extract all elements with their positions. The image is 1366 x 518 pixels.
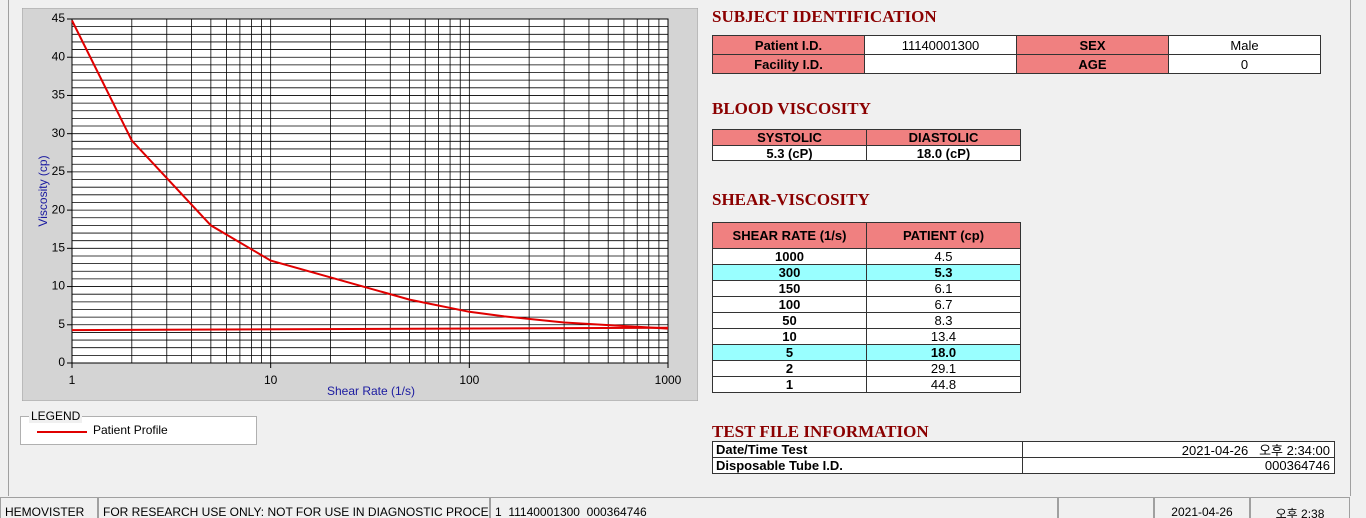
field-label: Patient I.D.	[712, 35, 865, 55]
table-cell: 6.1	[866, 280, 1021, 297]
table-cell: 2	[712, 360, 867, 377]
field-value: 0	[1168, 54, 1321, 74]
table-cell: 1	[712, 376, 867, 393]
table-cell: 10	[712, 328, 867, 345]
table-cell: 1000	[712, 248, 867, 265]
right-edge	[1350, 0, 1366, 496]
x-tick-label: 10	[264, 373, 278, 387]
table-cell: 44.8	[866, 376, 1021, 393]
x-tick-label: 1	[69, 373, 76, 387]
field-value	[864, 54, 1017, 74]
table-cell: 50	[712, 312, 867, 329]
y-tick-label: 35	[52, 88, 66, 102]
y-tick-label: 25	[52, 164, 66, 178]
field-value: 11140001300	[864, 35, 1017, 55]
status-cell: 2021-04-26	[1154, 497, 1250, 518]
y-tick-label: 30	[52, 126, 66, 140]
chart: Shear Rate (1/s) Viscosity (cp) 0 5 10 15 20…	[22, 8, 698, 401]
y-tick-label: 15	[52, 241, 66, 255]
x-axis-label: Shear Rate (1/s)	[327, 384, 415, 398]
table-cell: 300	[712, 264, 867, 281]
legend-title: LEGEND	[29, 409, 83, 423]
status-cell: 오후 2:38	[1250, 497, 1350, 518]
value-cell: 5.3 (cP)	[712, 145, 867, 161]
y-tick-label: 10	[52, 279, 66, 293]
field-label: Disposable Tube I.D.	[712, 457, 1023, 474]
legend-entry: Patient Profile	[93, 423, 168, 437]
series-line	[71, 326, 669, 332]
field-value: Male	[1168, 35, 1321, 55]
table-cell: 5.3	[866, 264, 1021, 281]
section-title: SHEAR-VISCOSITY	[712, 190, 870, 209]
field-label: Facility I.D.	[712, 54, 865, 74]
legend-swatch	[37, 431, 87, 433]
y-axis-label: Viscosity (cp)	[36, 155, 50, 226]
table-cell: 150	[712, 280, 867, 297]
y-tick-label: 20	[52, 202, 66, 216]
table-cell: 8.3	[866, 312, 1021, 329]
y-tick-label: 45	[52, 11, 66, 25]
section-title: SUBJECT IDENTIFICATION	[712, 7, 937, 26]
field-label: SEX	[1016, 35, 1169, 55]
plot-area	[72, 19, 668, 363]
x-tick-label: 1000	[655, 373, 682, 387]
status-cell: HEMOVISTER	[0, 497, 98, 518]
field-label: Date/Time Test	[712, 441, 1023, 458]
column-header: DIASTOLIC	[866, 129, 1021, 146]
field-label: AGE	[1016, 54, 1169, 74]
table-cell: 29.1	[866, 360, 1021, 377]
left-edge	[0, 0, 9, 496]
table-cell: 6.7	[866, 296, 1021, 313]
column-header: SYSTOLIC	[712, 129, 867, 146]
value-cell: 18.0 (cP)	[866, 145, 1021, 161]
table-cell: 100	[712, 296, 867, 313]
table-cell: 4.5	[866, 248, 1021, 265]
status-cell: 1 11140001300 000364746	[490, 497, 1058, 518]
y-tick-label: 5	[58, 317, 65, 331]
section-title: TEST FILE INFORMATION	[712, 422, 929, 441]
column-header: SHEAR RATE (1/s)	[712, 222, 867, 249]
series-line	[71, 20, 669, 330]
table-cell: 5	[712, 344, 867, 361]
legend: LEGEND Patient Profile	[20, 409, 257, 445]
status-cell: FOR RESEARCH USE ONLY: NOT FOR USE IN DI…	[98, 497, 490, 518]
table-cell: 18.0	[866, 344, 1021, 361]
y-tick-label: 40	[52, 49, 66, 63]
x-tick-label: 100	[459, 373, 479, 387]
field-value: 2021-04-26 오후 2:34:00	[1022, 441, 1335, 458]
column-header: PATIENT (cp)	[866, 222, 1021, 249]
table-cell: 13.4	[866, 328, 1021, 345]
y-tick-label: 0	[58, 355, 65, 369]
section-title: BLOOD VISCOSITY	[712, 99, 871, 118]
field-value: 000364746	[1022, 457, 1335, 474]
plot-frame	[71, 18, 669, 364]
status-cell	[1058, 497, 1154, 518]
